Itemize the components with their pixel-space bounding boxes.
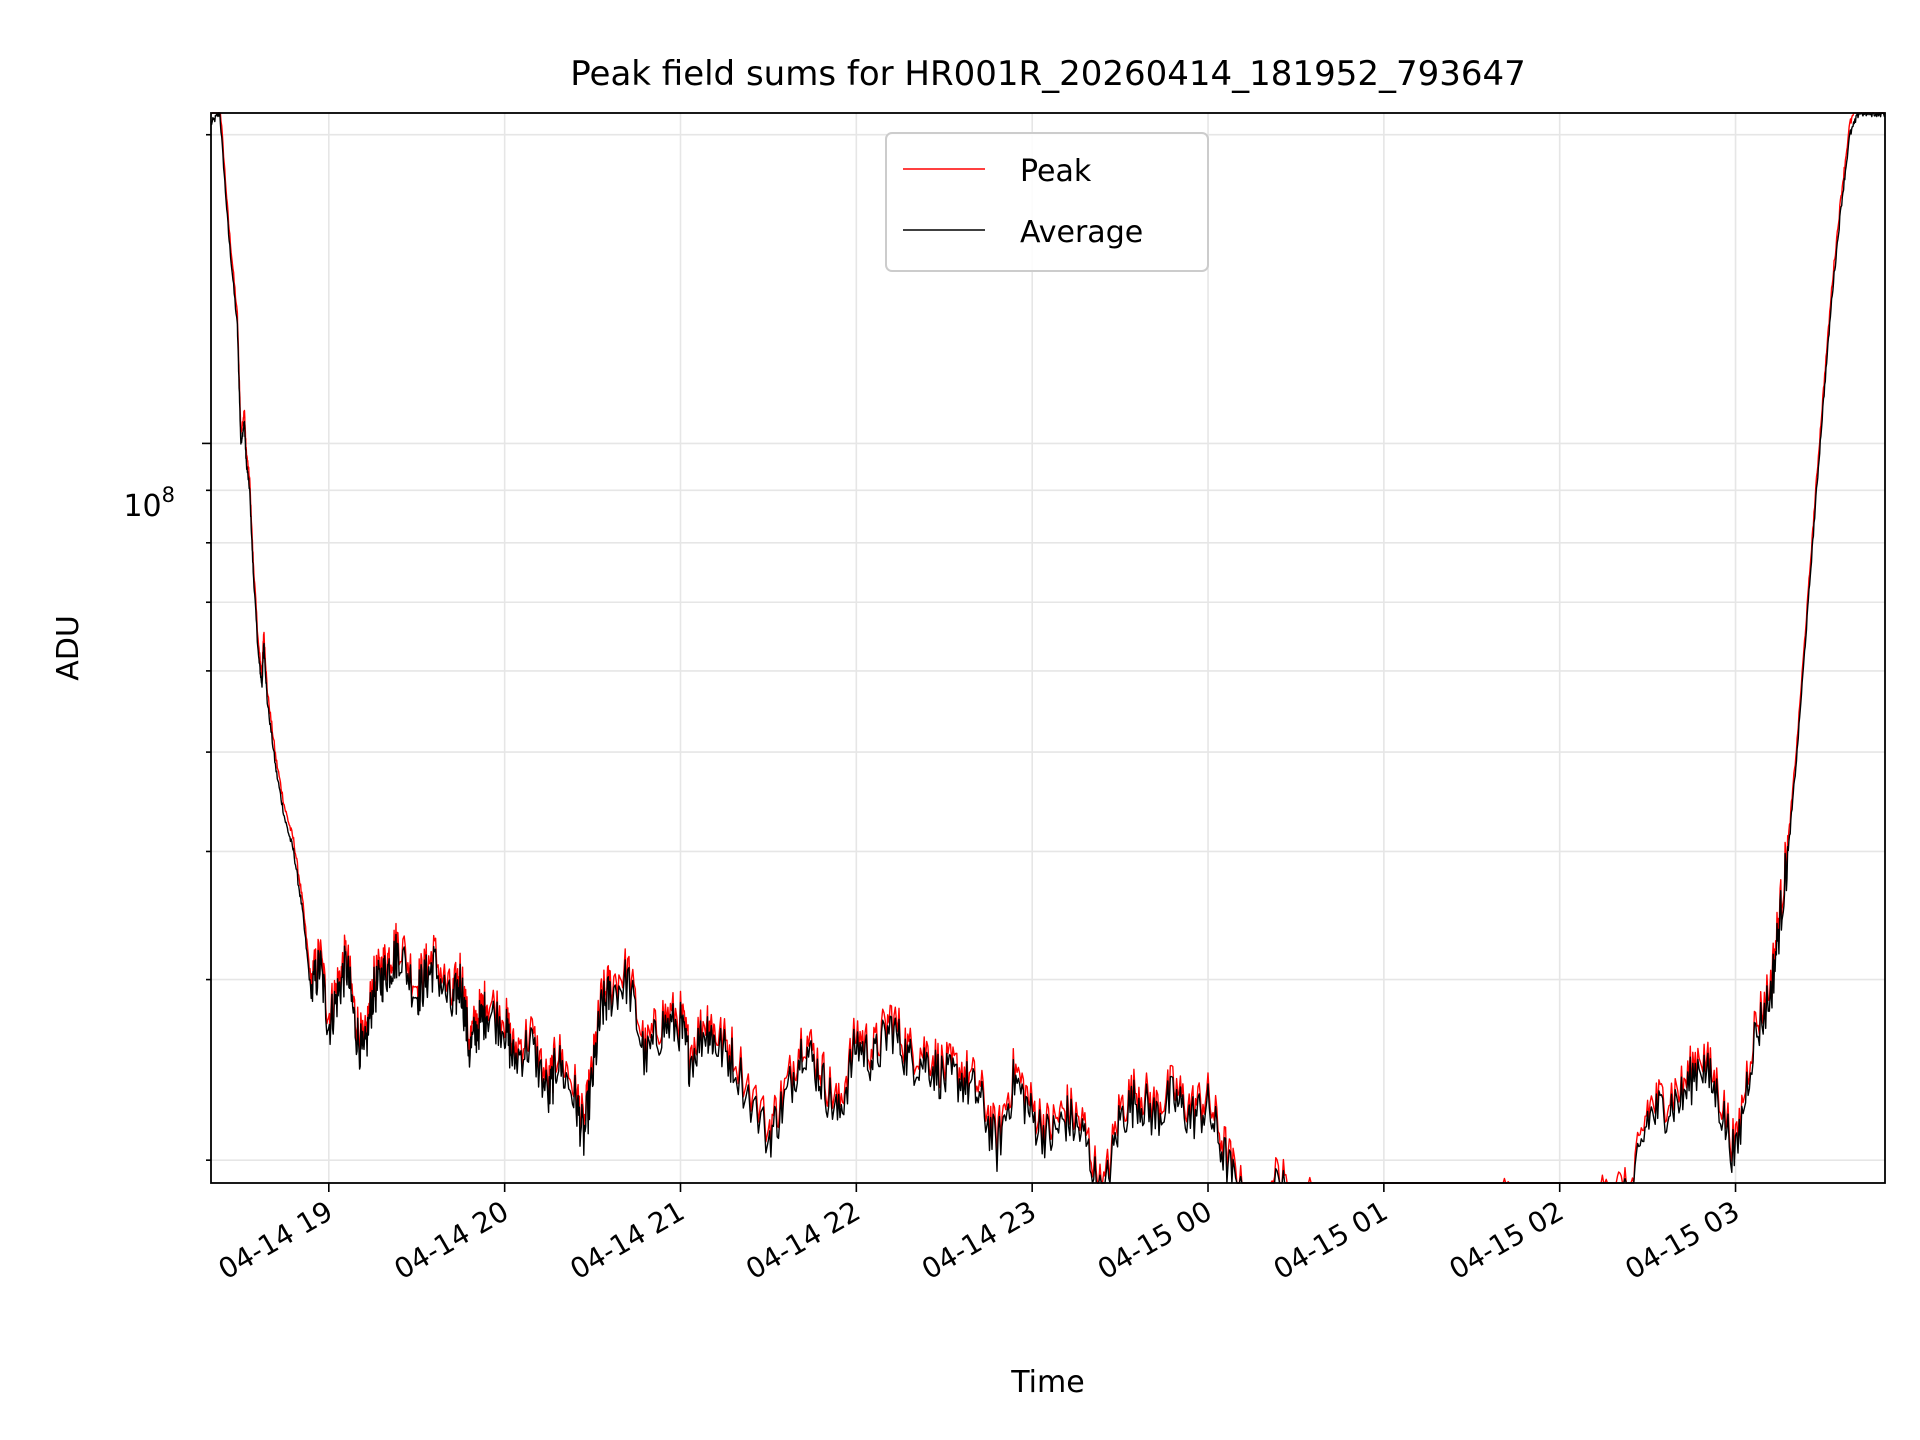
legend: Peak Average: [885, 132, 1209, 272]
y-tick-label-exponent: 8: [162, 483, 175, 507]
y-tick-label-1e8: 108: [123, 483, 175, 524]
legend-label-average: Average: [1020, 215, 1143, 250]
chart-title: Peak field sums for HR001R_20260414_1819…: [570, 54, 1526, 94]
plot-frame: [210, 112, 1886, 1184]
grid: [211, 113, 1885, 1183]
legend-box: [885, 132, 1209, 272]
series-layer: [210, 112, 1886, 1184]
y-tick-label-base: 10: [123, 489, 161, 524]
y-axis-label: ADU: [51, 615, 86, 681]
x-axis-label: Time: [1010, 1365, 1084, 1400]
legend-label-peak: Peak: [1020, 154, 1092, 189]
series-line-average: [210, 112, 1886, 1184]
